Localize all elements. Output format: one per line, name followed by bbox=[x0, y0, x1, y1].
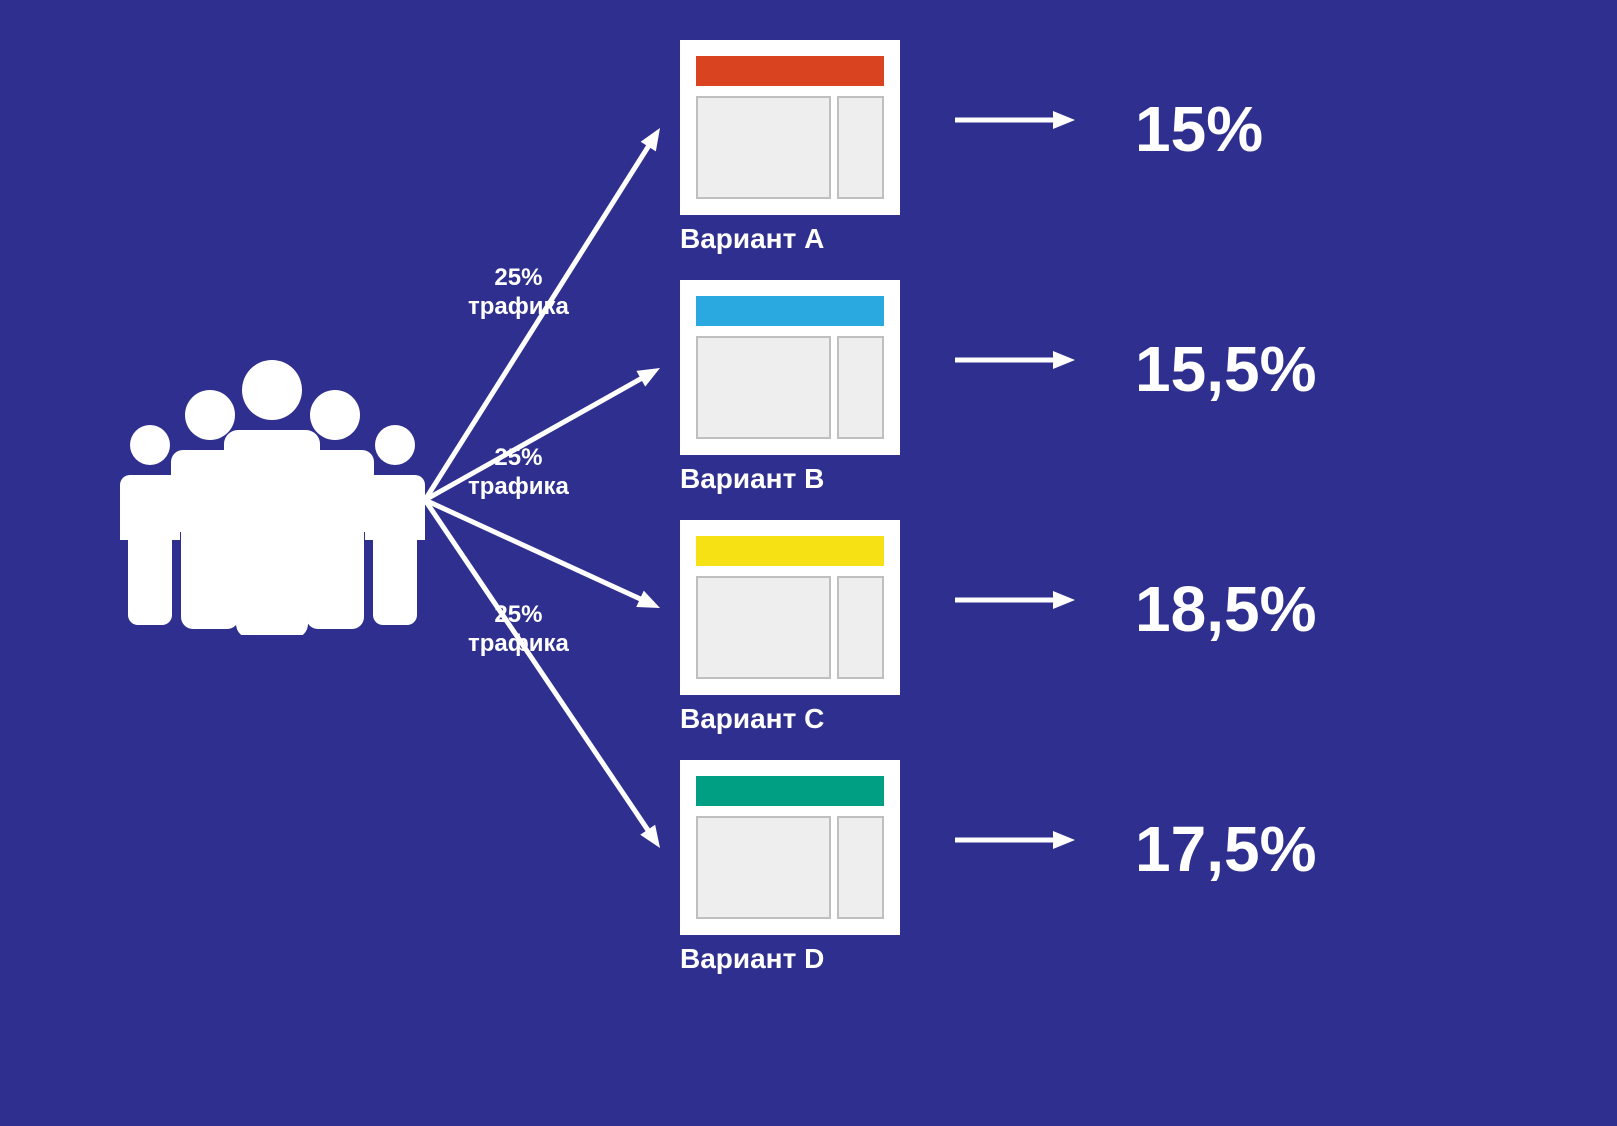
arrow-right-icon bbox=[955, 100, 1105, 140]
arrow-right-icon bbox=[955, 340, 1105, 380]
traffic-pct: 25% bbox=[468, 444, 569, 473]
content-main-panel bbox=[696, 336, 831, 439]
variant-header-bar bbox=[696, 776, 884, 806]
content-main-panel bbox=[696, 96, 831, 199]
traffic-label: 25%трафика bbox=[468, 601, 569, 659]
content-side-panel bbox=[837, 336, 885, 439]
infographic-canvas: Вариант A 15% Вариант B 15,5% bbox=[0, 0, 1617, 1126]
variant-label: Вариант A bbox=[680, 223, 824, 255]
content-side-panel bbox=[837, 816, 885, 919]
variant-label: Вариант D bbox=[680, 943, 824, 975]
traffic-label: 25%трафика bbox=[468, 444, 569, 502]
variant-card bbox=[680, 280, 900, 455]
content-main-panel bbox=[696, 816, 831, 919]
result-value: 15% bbox=[1135, 92, 1263, 166]
content-side-panel bbox=[837, 576, 885, 679]
result-value: 18,5% bbox=[1135, 572, 1316, 646]
variant-label: Вариант C bbox=[680, 703, 824, 735]
traffic-label: 25%трафика bbox=[468, 264, 569, 322]
traffic-word: трафика bbox=[468, 630, 569, 659]
variant-header-bar bbox=[696, 56, 884, 86]
traffic-word: трафика bbox=[468, 473, 569, 502]
people-icon bbox=[120, 360, 425, 635]
traffic-word: трафика bbox=[468, 293, 569, 322]
content-side-panel bbox=[837, 96, 885, 199]
variant-content bbox=[696, 576, 884, 679]
variant-header-bar bbox=[696, 536, 884, 566]
variant-content bbox=[696, 816, 884, 919]
arrow-right-icon bbox=[955, 820, 1105, 860]
result-value: 17,5% bbox=[1135, 812, 1316, 886]
variant-header-bar bbox=[696, 296, 884, 326]
variant-label: Вариант B bbox=[680, 463, 824, 495]
variant-card bbox=[680, 40, 900, 215]
result-value: 15,5% bbox=[1135, 332, 1316, 406]
arrow-icon bbox=[400, 475, 685, 873]
variant-content bbox=[696, 336, 884, 439]
traffic-pct: 25% bbox=[468, 601, 569, 630]
variant-content bbox=[696, 96, 884, 199]
variant-card bbox=[680, 760, 900, 935]
arrow-right-icon bbox=[955, 580, 1105, 620]
traffic-pct: 25% bbox=[468, 264, 569, 293]
variant-card bbox=[680, 520, 900, 695]
content-main-panel bbox=[696, 576, 831, 679]
